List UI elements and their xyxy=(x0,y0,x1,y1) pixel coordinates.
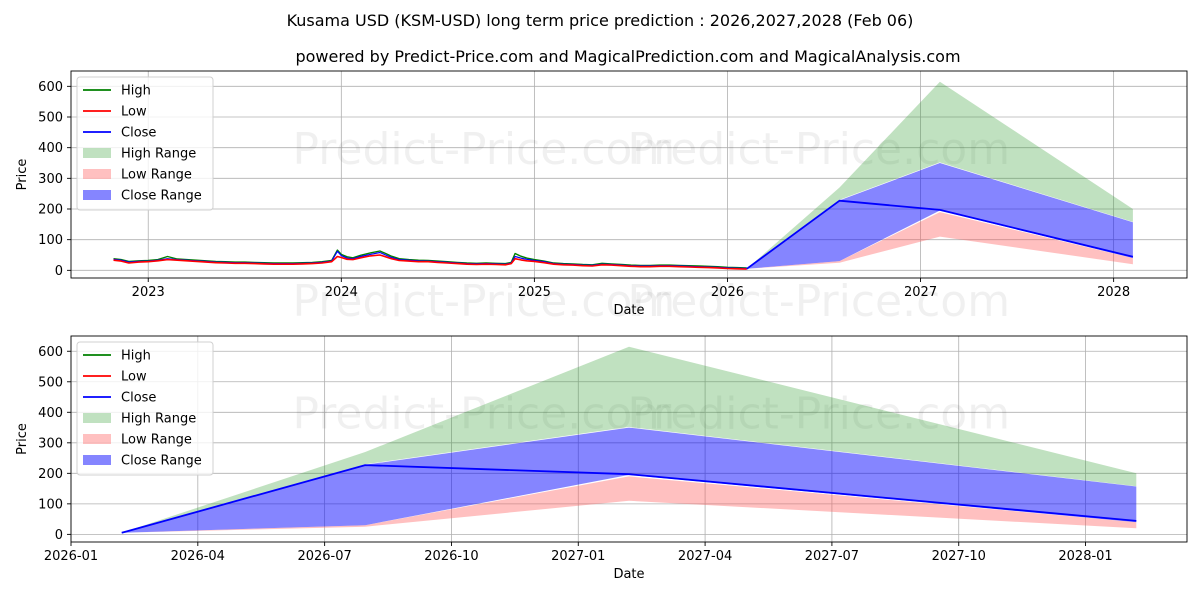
bottom-forecast-close-line xyxy=(121,464,1137,534)
bottom-watermark-1: Predict-Price.com xyxy=(627,389,1010,440)
top-y-axis-label: Price xyxy=(15,159,30,191)
bottom-legend-swatch-5 xyxy=(83,455,111,465)
top-x-tick-label-3: 2026 xyxy=(711,285,744,300)
top-plot-area xyxy=(113,81,1134,270)
top-y-tick-label-4: 400 xyxy=(38,141,63,156)
top-legend-label-1: Low xyxy=(121,105,147,120)
bottom-legend-label-0: High xyxy=(121,349,151,364)
top-low-range-area xyxy=(746,212,1133,269)
bottom-y-tick-label-2: 200 xyxy=(38,467,63,482)
bottom-legend-label-2: Close xyxy=(121,391,156,406)
top-watermark-1: Predict-Price.com xyxy=(627,124,1010,175)
bottom-legend-swatch-4 xyxy=(83,434,111,444)
top-y-tick-label-0: 0 xyxy=(55,264,63,279)
bottom-x-tick-label-7: 2027-10 xyxy=(932,549,986,564)
top-x-tick-label-2: 2025 xyxy=(518,285,551,300)
bottom-x-tick-label-3: 2026-10 xyxy=(424,549,478,564)
bottom-low-range-area xyxy=(121,476,1137,533)
top-watermark-low-1: Predict-Price.com xyxy=(627,276,1010,327)
top-x-tick-label-5: 2028 xyxy=(1097,285,1130,300)
bottom-close-range-area xyxy=(121,427,1137,533)
bottom-high-range-area xyxy=(121,346,1137,533)
chart-title: Kusama USD (KSM-USD) long term price pre… xyxy=(287,11,914,30)
bottom-legend-swatch-3 xyxy=(83,413,111,423)
top-y-tick-label-6: 600 xyxy=(38,80,63,95)
top-y-tick-label-2: 200 xyxy=(38,203,63,218)
bottom-y-tick-label-5: 500 xyxy=(38,375,63,390)
top-watermark-low-0: Predict-Price.com xyxy=(293,276,676,327)
bottom-x-tick-label-5: 2027-04 xyxy=(678,549,732,564)
bottom-plot-area xyxy=(121,346,1137,534)
top-y-tick-label-3: 300 xyxy=(38,172,63,187)
top-legend-label-5: Close Range xyxy=(121,189,202,204)
top-forecast-close-line xyxy=(746,199,1134,270)
bottom-x-tick-label-2: 2026-07 xyxy=(297,549,351,564)
top-legend-label-2: Close xyxy=(121,126,156,141)
bottom-y-tick-label-3: 300 xyxy=(38,436,63,451)
top-legend-swatch-3 xyxy=(83,148,111,158)
top-history-low-line xyxy=(113,254,747,270)
bottom-x-tick-label-1: 2026-04 xyxy=(171,549,225,564)
top-x-tick-label-0: 2023 xyxy=(132,285,165,300)
top-x-axis-label: Date xyxy=(613,303,644,318)
bottom-x-tick-label-4: 2027-01 xyxy=(551,549,605,564)
chart-subtitle: powered by Predict-Price.com and Magical… xyxy=(295,47,960,66)
bottom-legend-label-1: Low xyxy=(121,370,147,385)
bottom-x-tick-label-8: 2028-01 xyxy=(1058,549,1112,564)
top-watermark-0: Predict-Price.com xyxy=(293,124,676,175)
top-legend-label-4: Low Range xyxy=(121,168,192,183)
top-y-tick-label-5: 500 xyxy=(38,111,63,126)
top-axes-frame xyxy=(70,70,1188,279)
bottom-y-tick-label-1: 100 xyxy=(38,497,63,512)
top-panel: Predict-Price.comPredict-Price.comPredic… xyxy=(15,70,1188,327)
bottom-x-axis-label: Date xyxy=(613,567,644,582)
bottom-legend-label-4: Low Range xyxy=(121,433,192,448)
bottom-y-tick-label-6: 600 xyxy=(38,345,63,360)
top-legend-label-0: High xyxy=(121,84,151,99)
bottom-y-tick-label-0: 0 xyxy=(55,528,63,543)
bottom-x-tick-label-6: 2027-07 xyxy=(805,549,859,564)
top-y-tick-label-1: 100 xyxy=(38,233,63,248)
top-x-tick-label-1: 2024 xyxy=(325,285,358,300)
top-x-tick-label-4: 2027 xyxy=(904,285,937,300)
bottom-axes-frame xyxy=(70,335,1188,543)
bottom-legend-label-3: High Range xyxy=(121,412,196,427)
top-history-high-line xyxy=(113,249,747,269)
top-high-range-area xyxy=(746,81,1133,269)
bottom-y-axis-label: Price xyxy=(15,423,30,455)
bottom-x-tick-label-0: 2026-01 xyxy=(44,549,98,564)
bottom-watermark-0: Predict-Price.com xyxy=(293,389,676,440)
bottom-y-tick-label-4: 400 xyxy=(38,406,63,421)
bottom-legend-label-5: Close Range xyxy=(121,454,202,469)
top-legend-label-3: High Range xyxy=(121,147,196,162)
top-legend-swatch-4 xyxy=(83,169,111,179)
top-legend-swatch-5 xyxy=(83,190,111,200)
top-close-range-area xyxy=(746,163,1133,269)
